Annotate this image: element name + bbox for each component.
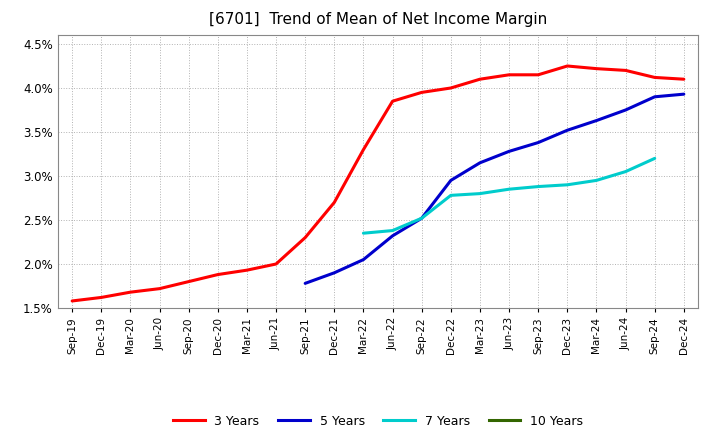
Legend: 3 Years, 5 Years, 7 Years, 10 Years: 3 Years, 5 Years, 7 Years, 10 Years <box>168 410 588 433</box>
Title: [6701]  Trend of Mean of Net Income Margin: [6701] Trend of Mean of Net Income Margi… <box>209 12 547 27</box>
